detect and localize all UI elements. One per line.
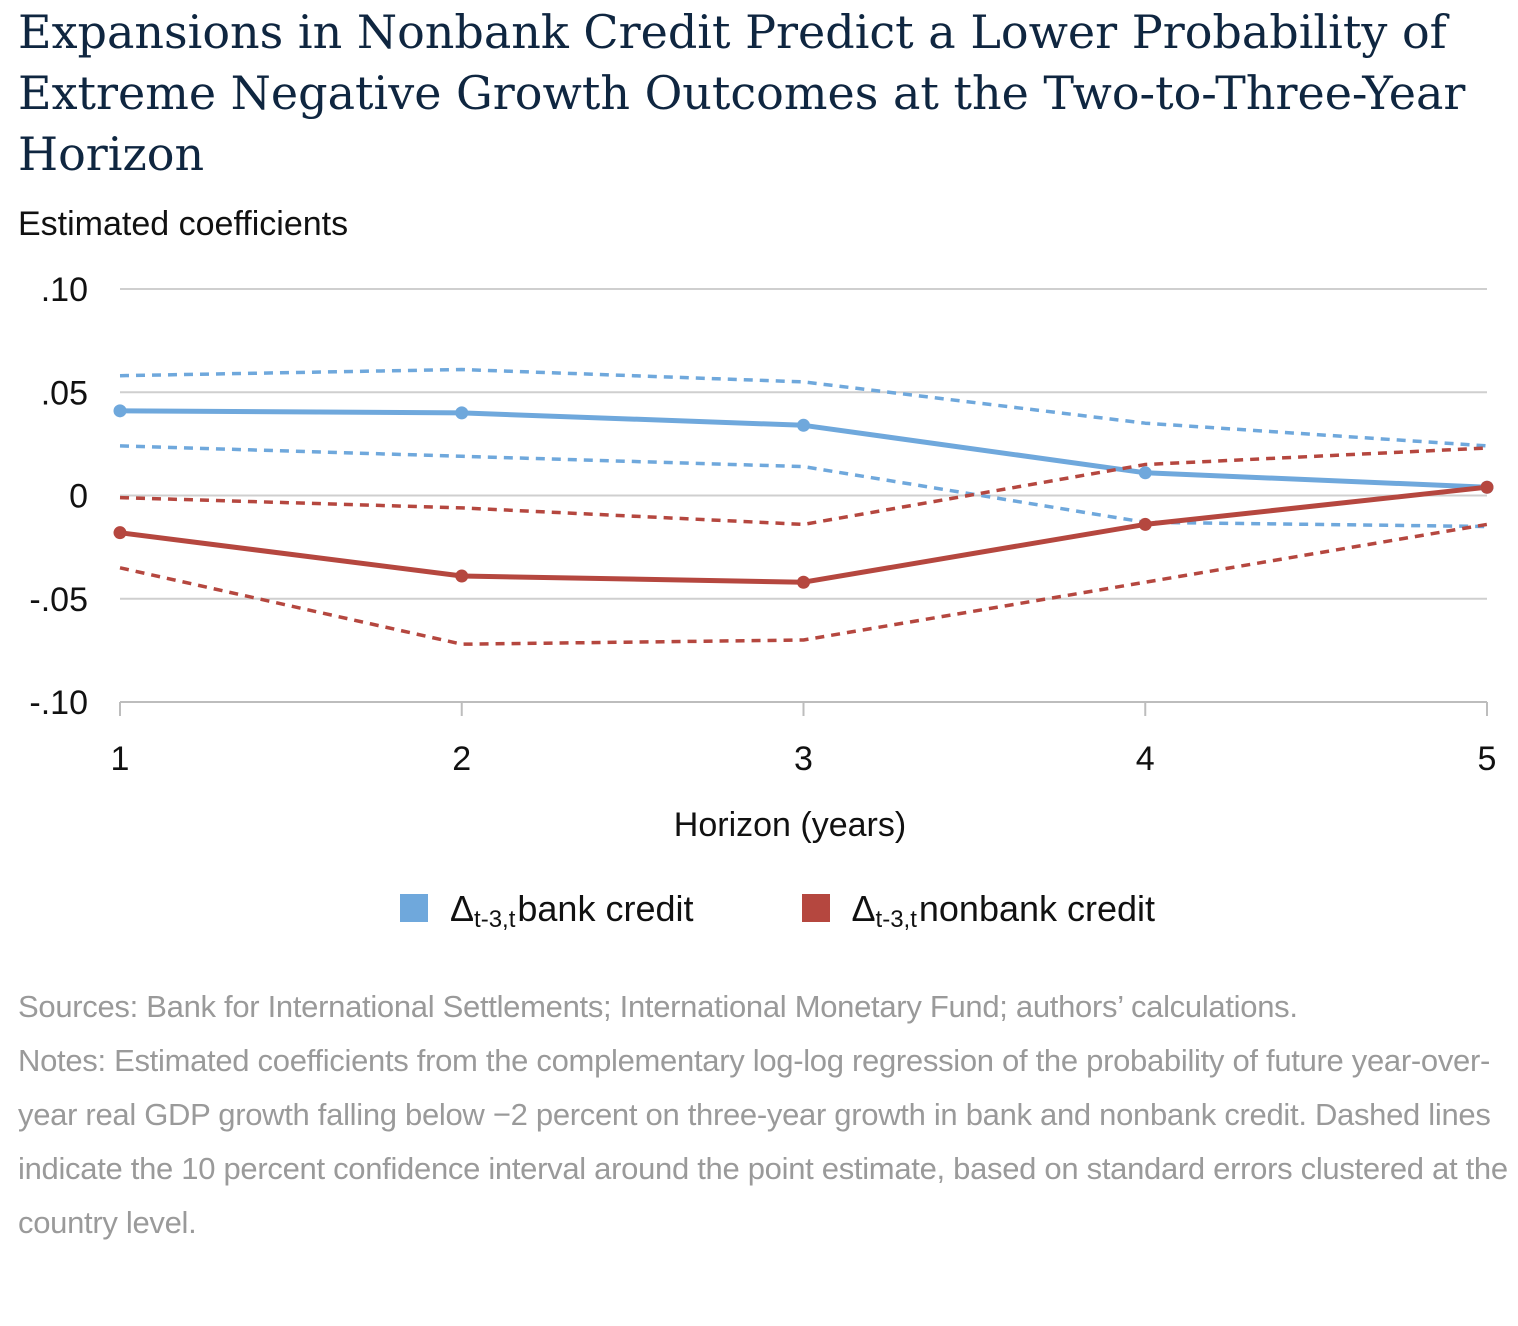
legend-subscript: t-3,t (474, 906, 516, 933)
series-points (113, 404, 1494, 589)
data-point-nonbank-credit (1138, 517, 1152, 531)
y-tick-label: .05 (41, 374, 88, 412)
series-lines (119, 367, 1488, 646)
x-tick-label: 5 (1478, 740, 1497, 778)
x-tick-label: 4 (1136, 740, 1155, 778)
data-point-bank-credit (113, 404, 127, 418)
series-line-nonbank-credit-lower-bound (119, 522, 1488, 646)
series-line-bank-credit-upper-bound (119, 367, 1488, 448)
line-chart: .10 .05 0 -.05 -.10 1 2 3 4 5 Horizon (years) (29, 271, 1497, 844)
data-point-nonbank-credit (1480, 480, 1494, 494)
legend-label-nonbank-credit: nonbank credit (918, 888, 1156, 929)
y-tick-label: 0 (69, 478, 88, 516)
legend-item-bank-credit: Δ t-3,t bank credit (400, 888, 694, 933)
data-point-bank-credit (1138, 466, 1152, 480)
chart-title: Expansions in Nonbank Credit Predict a L… (18, 5, 1466, 181)
legend: Δ t-3,t bank credit Δ t-3,t nonbank cred… (400, 888, 1263, 948)
notes-block: Sources: Bank for International Settleme… (18, 980, 1513, 1250)
legend-subscript: t-3,t (875, 906, 917, 933)
y-tick-label: -.10 (29, 684, 88, 722)
x-tick-label: 1 (111, 740, 130, 778)
notes-text: Notes: Estimated coefficients from the c… (18, 1043, 1508, 1240)
legend-delta-symbol: Δ (450, 888, 475, 929)
series-line-bank-credit-lower-bound (119, 444, 1488, 529)
x-axis-label: Horizon (years) (674, 806, 906, 844)
series-line-nonbank-credit-upper-bound (119, 446, 1488, 527)
y-tick-label: -.05 (29, 581, 88, 619)
sources-text: Sources: Bank for International Settleme… (18, 989, 1298, 1024)
legend-item-nonbank-credit: Δ t-3,t nonbank credit (801, 888, 1156, 933)
data-point-bank-credit (797, 418, 810, 432)
y-axis-label: Estimated coefficients (18, 205, 349, 243)
y-tick-labels: .10 .05 0 -.05 -.10 (29, 271, 88, 722)
legend-swatch-bank-credit (400, 894, 428, 922)
x-tick-label: 3 (794, 740, 813, 778)
y-tick-label: .10 (41, 271, 88, 309)
data-point-nonbank-credit (113, 526, 127, 540)
legend-swatch-nonbank-credit (801, 894, 830, 922)
data-point-nonbank-credit (455, 569, 469, 583)
data-point-bank-credit (455, 406, 469, 420)
x-tick-label: 2 (452, 740, 471, 778)
data-point-nonbank-credit (797, 575, 810, 589)
series-line-nonbank-credit (119, 484, 1488, 585)
legend-delta-symbol: Δ (851, 888, 876, 929)
legend-label-bank-credit: bank credit (517, 888, 694, 929)
x-axis: 1 2 3 4 5 (111, 701, 1497, 778)
